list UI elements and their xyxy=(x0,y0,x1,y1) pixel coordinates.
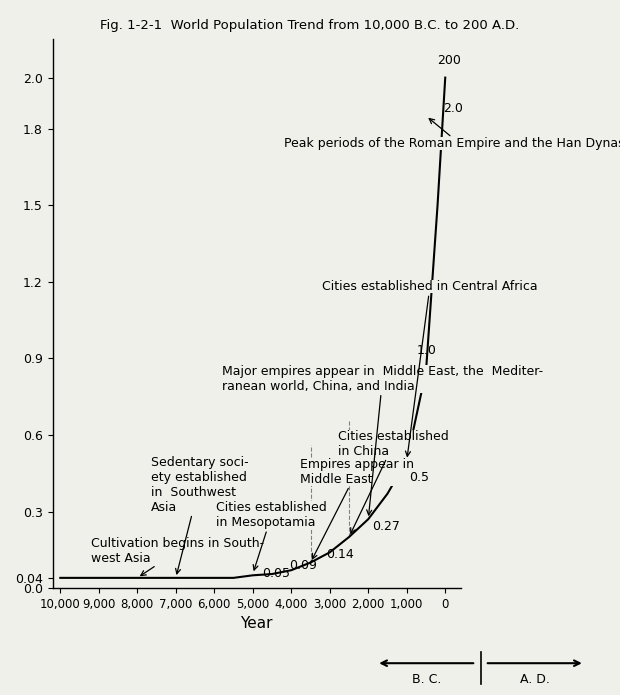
Text: Empires appear in
Middle East: Empires appear in Middle East xyxy=(299,458,414,559)
Text: Sedentary soci-
ety established
in  Southwest
Asia: Sedentary soci- ety established in South… xyxy=(151,456,249,574)
Text: Cultivation begins in South-
west Asia: Cultivation begins in South- west Asia xyxy=(91,537,264,575)
Text: A. D.: A. D. xyxy=(520,673,550,686)
Text: Cities established
in Mesopotamia: Cities established in Mesopotamia xyxy=(216,501,327,570)
Text: 0.27: 0.27 xyxy=(372,520,400,533)
Text: 2.0: 2.0 xyxy=(443,101,463,115)
Text: 0.09: 0.09 xyxy=(290,559,317,572)
Text: Cities established
in China: Cities established in China xyxy=(339,430,449,533)
Text: 0.05: 0.05 xyxy=(262,566,290,580)
X-axis label: Year: Year xyxy=(241,616,273,631)
Text: 1.0: 1.0 xyxy=(417,344,436,357)
Text: Cities established in Central Africa: Cities established in Central Africa xyxy=(322,280,538,457)
Text: 200: 200 xyxy=(437,54,461,67)
Text: B. C.: B. C. xyxy=(412,673,441,686)
Text: Major empires appear in  Middle East, the  Mediter-
ranean world, China, and Ind: Major empires appear in Middle East, the… xyxy=(222,365,543,515)
Text: 0.5: 0.5 xyxy=(409,471,428,484)
Text: Fig. 1-2-1  World Population Trend from 10,000 B.C. to 200 A.D.: Fig. 1-2-1 World Population Trend from 1… xyxy=(100,19,520,33)
Text: Peak periods of the Roman Empire and the Han Dynasty: Peak periods of the Roman Empire and the… xyxy=(283,119,620,151)
Text: 0.14: 0.14 xyxy=(326,548,353,562)
